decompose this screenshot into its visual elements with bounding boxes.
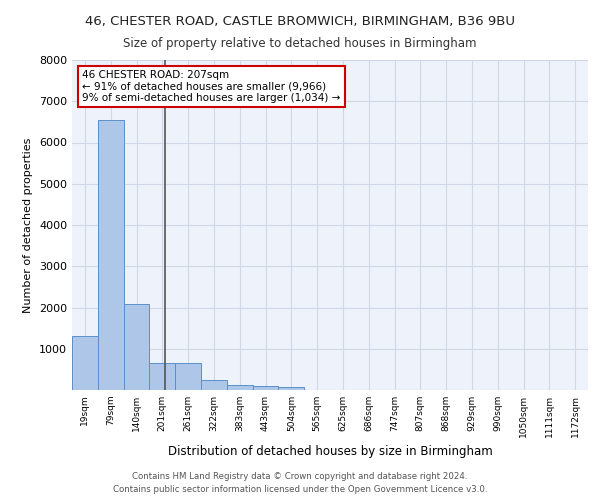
Bar xyxy=(72,336,98,390)
Text: Contains HM Land Registry data © Crown copyright and database right 2024.: Contains HM Land Registry data © Crown c… xyxy=(132,472,468,481)
Bar xyxy=(98,120,124,390)
Text: Size of property relative to detached houses in Birmingham: Size of property relative to detached ho… xyxy=(123,38,477,51)
Bar xyxy=(201,380,227,390)
X-axis label: Distribution of detached houses by size in Birmingham: Distribution of detached houses by size … xyxy=(167,446,493,458)
Bar xyxy=(175,363,201,390)
Bar xyxy=(124,304,149,390)
Bar xyxy=(149,363,175,390)
Text: 46, CHESTER ROAD, CASTLE BROMWICH, BIRMINGHAM, B36 9BU: 46, CHESTER ROAD, CASTLE BROMWICH, BIRMI… xyxy=(85,15,515,28)
Y-axis label: Number of detached properties: Number of detached properties xyxy=(23,138,34,312)
Bar xyxy=(253,386,278,390)
Bar xyxy=(227,384,253,390)
Text: 46 CHESTER ROAD: 207sqm
← 91% of detached houses are smaller (9,966)
9% of semi-: 46 CHESTER ROAD: 207sqm ← 91% of detache… xyxy=(82,70,341,103)
Bar xyxy=(278,387,304,390)
Text: Contains public sector information licensed under the Open Government Licence v3: Contains public sector information licen… xyxy=(113,484,487,494)
